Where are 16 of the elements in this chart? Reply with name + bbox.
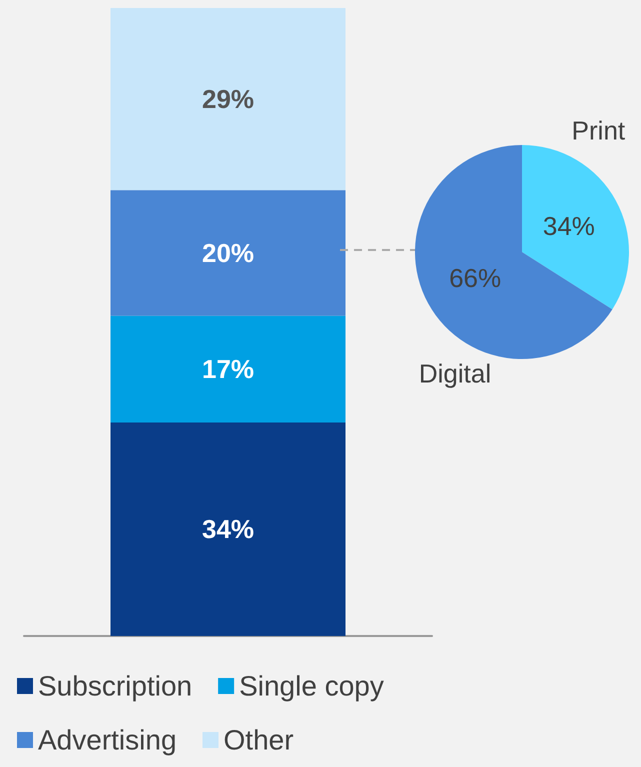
slice-label: Print: [572, 116, 626, 146]
legend-label: Advertising: [38, 724, 177, 756]
bar: [110, 316, 346, 422]
legend-label: Subscription: [38, 670, 192, 702]
legend-label: Other: [224, 724, 294, 756]
data-label: 34%: [542, 211, 595, 242]
bar: [110, 8, 346, 190]
bar: [110, 422, 346, 636]
data-label: 20%: [202, 238, 254, 268]
legend-label: Single copy: [239, 670, 384, 702]
data-label: 17%: [202, 354, 254, 384]
slice-label: Digital: [418, 358, 492, 388]
data-label: 29%: [202, 84, 254, 114]
bar: [110, 190, 346, 316]
data-label: 66%: [449, 262, 502, 293]
data-label: 34%: [202, 514, 254, 544]
